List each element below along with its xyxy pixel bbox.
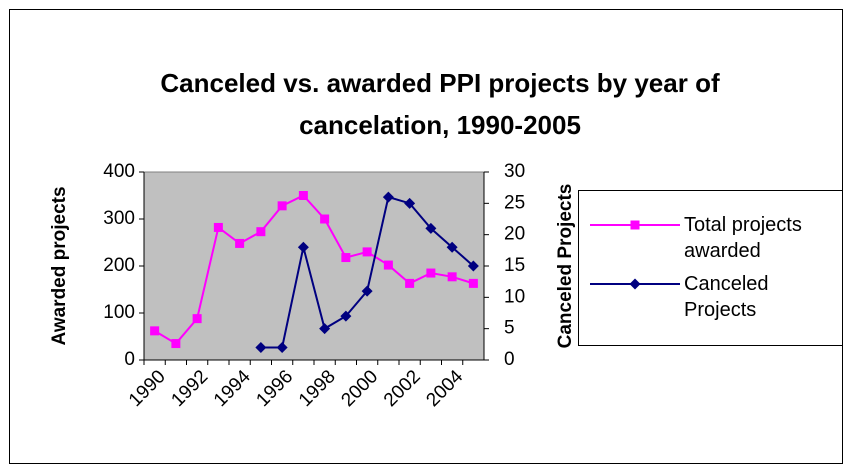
data-point — [320, 214, 330, 224]
data-point — [213, 222, 223, 232]
plot-area — [143, 171, 485, 361]
chart-title: Canceled vs. awarded PPI projects by yea… — [160, 68, 720, 140]
legend-marker — [630, 220, 640, 230]
data-point — [277, 201, 287, 211]
data-point — [319, 323, 331, 335]
data-point — [235, 238, 245, 248]
legend-label: Total projects awarded — [684, 214, 802, 262]
y2-axis-title: Canceled Projects — [555, 184, 576, 349]
data-point — [298, 191, 308, 200]
legend-box — [578, 190, 843, 346]
data-point — [256, 227, 266, 237]
data-point — [340, 310, 352, 322]
data-point — [255, 341, 267, 353]
data-point — [405, 278, 415, 288]
data-point — [341, 253, 351, 263]
y-tick-label: 400 — [103, 161, 135, 182]
data-point — [361, 285, 373, 297]
y-axis-title: Awarded projects — [49, 186, 70, 345]
data-point — [404, 197, 416, 209]
series-line — [154, 194, 474, 345]
legend-marker — [629, 278, 641, 290]
y-tick-label: 100 — [103, 302, 135, 323]
data-point — [425, 222, 437, 234]
data-point — [446, 241, 458, 253]
data-point — [467, 260, 479, 272]
data-point — [447, 272, 457, 282]
y-tick-label: 200 — [103, 255, 135, 276]
y2-tick-label: 10 — [504, 286, 525, 307]
y-tick-label: 300 — [103, 208, 135, 229]
y2-tick-label: 15 — [504, 255, 525, 276]
data-point — [150, 326, 160, 336]
data-point — [362, 247, 372, 257]
data-point — [426, 268, 436, 278]
y2-tick-label: 30 — [504, 161, 525, 182]
y2-tick-label: 5 — [504, 318, 515, 339]
y2-tick-label: 25 — [504, 192, 525, 213]
data-point — [171, 339, 181, 349]
data-point — [192, 314, 202, 324]
data-point — [468, 278, 478, 288]
y-tick-label: 0 — [124, 349, 135, 370]
y2-tick-label: 20 — [504, 224, 525, 245]
data-point — [383, 260, 393, 270]
data-point — [382, 191, 394, 203]
data-point — [276, 341, 288, 353]
y2-tick-label: 0 — [504, 349, 515, 370]
data-point — [297, 241, 309, 253]
legend-label: Canceled Projects — [684, 273, 769, 321]
